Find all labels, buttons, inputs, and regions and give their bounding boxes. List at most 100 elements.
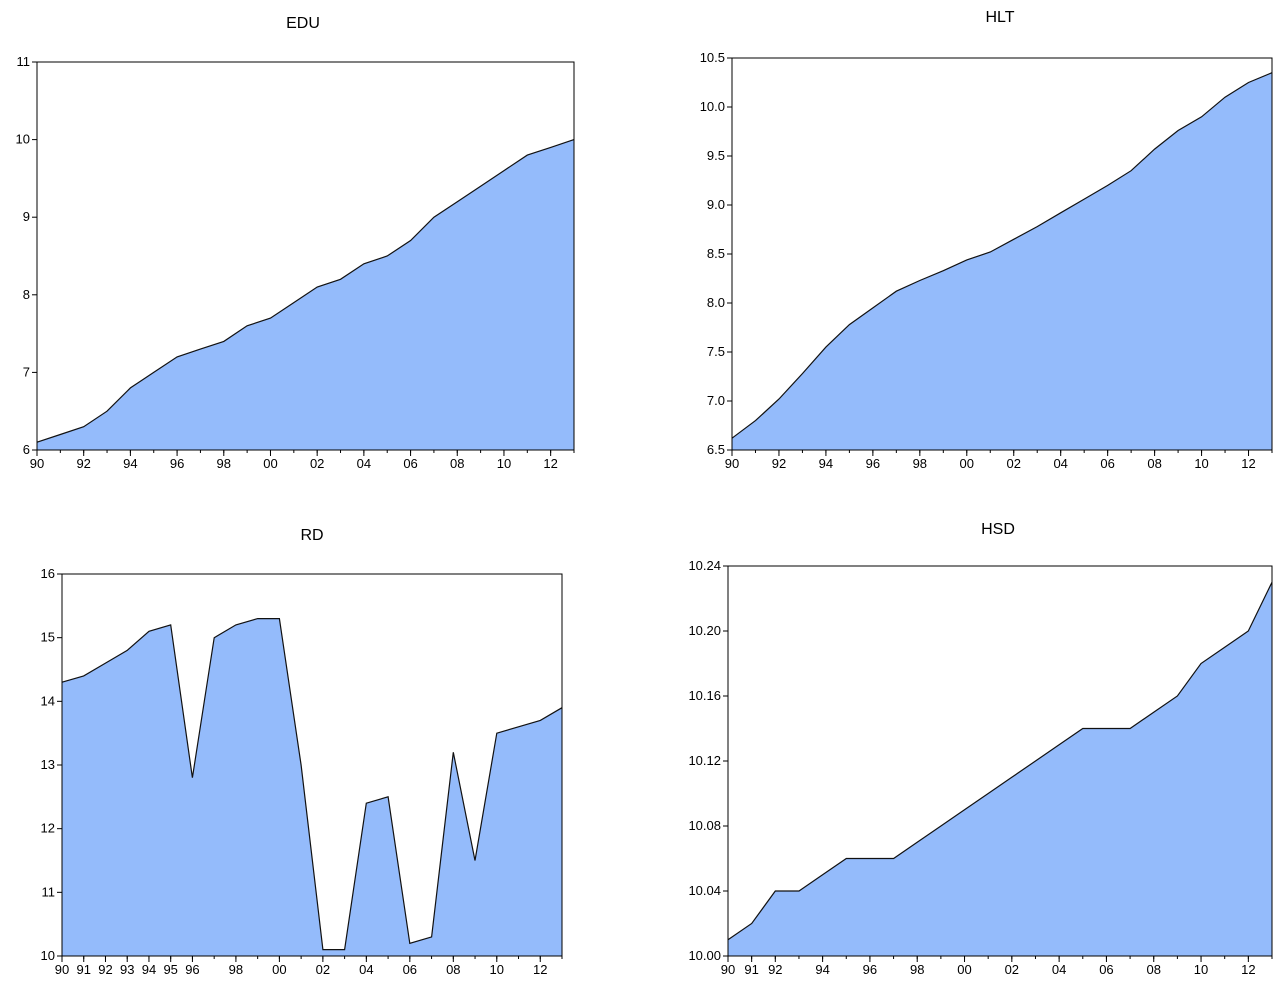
y-tick-label: 8 xyxy=(23,287,30,302)
y-tick-label: 16 xyxy=(41,566,55,581)
x-tick-label: 00 xyxy=(263,456,277,471)
chart-panel-edu: EDU 6 7 8 9 10 11 90 92 94 96 98 00 02 04 06 08 10 12 xyxy=(16,15,575,471)
y-tick-label: 10.0 xyxy=(700,99,725,114)
y-tick-label: 10.00 xyxy=(688,948,721,963)
x-tick-label: 02 xyxy=(1007,456,1021,471)
series-area xyxy=(728,582,1272,956)
y-tick-label: 8.5 xyxy=(707,246,725,261)
x-tick-label: 12 xyxy=(533,962,547,977)
x-tick-label: 10 xyxy=(1194,456,1208,471)
x-tick-label: 10 xyxy=(490,962,504,977)
y-tick-label: 11 xyxy=(42,884,56,899)
y-tick-label: 10.20 xyxy=(688,623,721,638)
series-area xyxy=(732,72,1272,450)
chart-title: HSD xyxy=(981,521,1015,538)
x-tick-label: 90 xyxy=(721,962,735,977)
x-tick-label: 02 xyxy=(1005,962,1019,977)
x-tick-label: 04 xyxy=(357,456,371,471)
plot-area: 10.00 10.04 10.08 10.12 10.16 10.20 10.24 90 91 9… xyxy=(688,558,1273,977)
y-tick-label: 6 xyxy=(23,442,30,457)
x-tick-label: 08 xyxy=(1147,962,1161,977)
x-tick-label: 00 xyxy=(960,456,974,471)
x-tick-label: 92 xyxy=(98,962,112,977)
chart-panel-hsd: HSD 10.00 10.04 10.08 10.12 10.16 10.20 10.24 9… xyxy=(688,521,1273,977)
y-tick-label: 7 xyxy=(23,364,30,379)
x-tick-label: 94 xyxy=(123,456,137,471)
x-tick-label: 02 xyxy=(310,456,324,471)
x-tick-label: 08 xyxy=(450,456,464,471)
y-tick-label: 7.0 xyxy=(707,393,725,408)
y-tick-label: 10.12 xyxy=(688,753,721,768)
series-line xyxy=(36,139,575,443)
y-tick-label: 8.0 xyxy=(707,295,725,310)
x-tick-label: 90 xyxy=(725,456,739,471)
y-tick-label: 7.5 xyxy=(707,344,725,359)
plot-area: 6.5 7.0 7.5 8.0 8.5 9.0 9.5 10.0 10.5 90 92 94 96 98 0… xyxy=(700,50,1273,471)
chart-title: HLT xyxy=(985,9,1014,26)
y-tick-label: 15 xyxy=(41,630,55,645)
y-tick-label: 9.5 xyxy=(707,148,725,163)
x-tick-label: 93 xyxy=(120,962,134,977)
x-tick-label: 06 xyxy=(403,456,417,471)
x-tick-label: 04 xyxy=(1053,456,1067,471)
x-tick-label: 06 xyxy=(403,962,417,977)
y-tick-label: 10.08 xyxy=(688,818,721,833)
chart-panel-rd: RD 10 11 12 13 14 15 16 90 91 92 93 94 95 96 98 00 02 04 0… xyxy=(41,527,563,977)
x-tick-label: 94 xyxy=(142,962,156,977)
x-tick-label: 98 xyxy=(229,962,243,977)
x-tick-label: 04 xyxy=(1052,962,1066,977)
x-tick-label: 12 xyxy=(543,456,557,471)
y-tick-label: 13 xyxy=(41,757,55,772)
y-tick-label: 10 xyxy=(16,132,30,147)
x-tick-label: 06 xyxy=(1100,456,1114,471)
x-tick-label: 00 xyxy=(957,962,971,977)
x-tick-label: 98 xyxy=(910,962,924,977)
y-tick-label: 10.16 xyxy=(688,688,721,703)
plot-area: 10 11 12 13 14 15 16 90 91 92 93 94 95 96 98 00 02 04 06 08… xyxy=(41,566,563,977)
x-tick-label: 08 xyxy=(1147,456,1161,471)
series-line xyxy=(61,617,563,951)
x-tick-label: 90 xyxy=(55,962,69,977)
x-tick-label: 91 xyxy=(77,962,91,977)
x-tick-label: 95 xyxy=(163,962,177,977)
x-tick-label: 96 xyxy=(866,456,880,471)
y-tick-label: 14 xyxy=(41,693,55,708)
y-tick-label: 12 xyxy=(41,821,55,836)
x-tick-label: 08 xyxy=(446,962,460,977)
y-tick-label: 10.24 xyxy=(688,558,721,573)
x-tick-label: 12 xyxy=(1241,962,1255,977)
y-tick-label: 10 xyxy=(41,948,55,963)
x-tick-label: 96 xyxy=(170,456,184,471)
x-tick-label: 10 xyxy=(497,456,511,471)
x-tick-label: 92 xyxy=(768,962,782,977)
x-tick-label: 00 xyxy=(272,962,286,977)
y-tick-label: 9 xyxy=(23,209,30,224)
x-tick-label: 96 xyxy=(863,962,877,977)
x-tick-label: 96 xyxy=(185,962,199,977)
chart-panel-hlt: HLT 6.5 7.0 7.5 8.0 8.5 9.0 9.5 10.0 10.5 90 92 94 9… xyxy=(700,9,1273,471)
series-line xyxy=(727,581,1273,941)
x-tick-label: 04 xyxy=(359,962,373,977)
x-tick-label: 92 xyxy=(772,456,786,471)
y-tick-label: 10.5 xyxy=(700,50,725,65)
series-line xyxy=(731,72,1273,439)
x-tick-label: 98 xyxy=(217,456,231,471)
chart-title: EDU xyxy=(286,15,320,32)
x-tick-label: 90 xyxy=(30,456,44,471)
chart-title: RD xyxy=(300,527,323,544)
x-tick-label: 12 xyxy=(1241,456,1255,471)
plot-area: 6 7 8 9 10 11 90 92 94 96 98 00 02 04 06 08 10 12 xyxy=(16,54,575,471)
y-tick-label: 10.04 xyxy=(688,883,721,898)
plot-frame xyxy=(36,61,575,451)
x-tick-label: 92 xyxy=(76,456,90,471)
x-tick-label: 91 xyxy=(744,962,758,977)
y-tick-label: 6.5 xyxy=(707,442,725,457)
y-tick-label: 9.0 xyxy=(707,197,725,212)
x-tick-label: 10 xyxy=(1194,962,1208,977)
x-tick-label: 06 xyxy=(1099,962,1113,977)
series-area xyxy=(37,139,574,450)
y-tick-label: 11 xyxy=(17,54,31,69)
x-tick-label: 94 xyxy=(819,456,833,471)
x-tick-label: 02 xyxy=(316,962,330,977)
